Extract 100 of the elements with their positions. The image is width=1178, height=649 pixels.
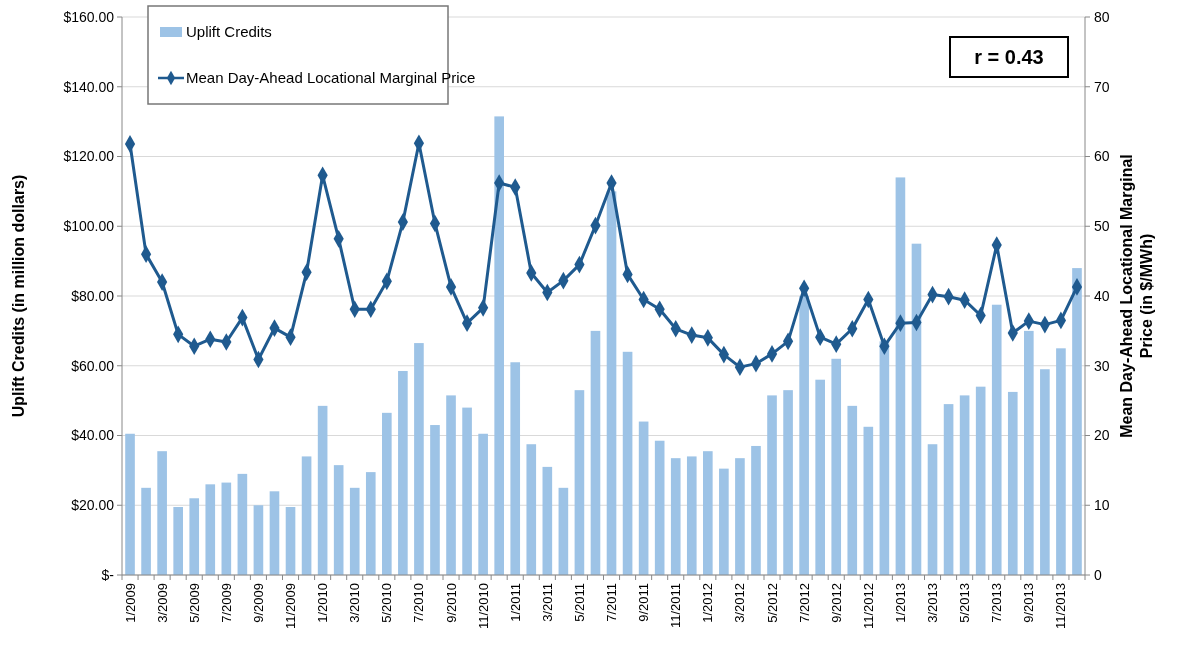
bar <box>141 487 151 575</box>
bar <box>719 468 729 575</box>
y2-tick-label: 20 <box>1094 427 1110 444</box>
x-tick-label: 11/2009 <box>283 583 299 630</box>
bar <box>494 116 504 575</box>
bar <box>1024 330 1034 575</box>
bar <box>317 405 328 575</box>
x-tick-label: 7/2009 <box>218 583 234 623</box>
bar <box>462 407 472 575</box>
bar <box>831 358 842 575</box>
y-tick-label: $140.00 <box>63 78 115 95</box>
x-tick-label: 3/2010 <box>347 583 363 623</box>
bar <box>510 362 521 575</box>
y2-tick-label: 60 <box>1094 148 1110 165</box>
bar <box>1072 268 1082 575</box>
y2-tick-label: 70 <box>1094 78 1110 95</box>
x-tick-label: 9/2010 <box>443 583 459 623</box>
bar <box>221 482 232 575</box>
y-tick-label: $40.00 <box>71 427 115 444</box>
bar <box>927 444 938 575</box>
x-tick-label: 3/2012 <box>732 583 748 623</box>
bar <box>1040 369 1050 575</box>
y-tick-label: $20.00 <box>71 497 115 514</box>
bar <box>526 444 537 575</box>
bar <box>751 445 761 575</box>
bar <box>349 487 360 575</box>
x-tick-label: 11/2012 <box>860 583 876 630</box>
bar <box>943 404 954 575</box>
bar <box>574 390 585 575</box>
bar <box>398 370 408 575</box>
x-tick-label: 1/2010 <box>315 583 331 623</box>
bar <box>269 491 280 575</box>
y-tick-label: $120.00 <box>63 148 115 165</box>
x-tick-label: 7/2010 <box>411 583 427 623</box>
bar <box>959 395 970 575</box>
bar <box>253 505 264 575</box>
x-tick-label: 9/2011 <box>636 583 652 622</box>
y-tick-label: $60.00 <box>71 357 115 374</box>
bar <box>911 243 922 575</box>
x-tick-label: 1/2011 <box>507 583 523 622</box>
x-tick-label: 7/2013 <box>989 583 1005 623</box>
x-tick-label: 5/2009 <box>186 583 202 623</box>
bar <box>991 304 1002 575</box>
bar <box>638 421 649 575</box>
bar <box>895 177 906 575</box>
bar <box>285 506 296 575</box>
x-tick-label: 1/2009 <box>122 583 138 623</box>
x-tick-label: 5/2013 <box>957 583 973 623</box>
x-tick-label: 9/2013 <box>1021 583 1037 623</box>
legend-label: Mean Day-Ahead Locational Marginal Price <box>186 69 476 87</box>
bar <box>686 456 697 575</box>
x-tick-label: 3/2013 <box>925 583 941 623</box>
bar <box>414 343 424 575</box>
bar <box>767 395 777 575</box>
bar <box>125 433 135 575</box>
x-tick-label: 11/2010 <box>475 583 491 630</box>
bar <box>173 506 183 575</box>
bar <box>205 484 216 575</box>
bar <box>333 465 344 575</box>
bar <box>430 425 440 575</box>
x-tick-label: 9/2009 <box>250 583 266 623</box>
x-tick-label: 1/2013 <box>892 583 908 623</box>
y2-tick-label: 50 <box>1094 218 1110 235</box>
bar <box>301 456 312 575</box>
bar <box>606 191 617 575</box>
x-tick-label: 9/2012 <box>828 583 844 623</box>
x-tick-label: 7/2012 <box>796 583 812 623</box>
y2-tick-label: 0 <box>1094 566 1102 583</box>
bar <box>1007 391 1018 575</box>
x-tick-label: 11/2013 <box>1053 583 1069 630</box>
y-tick-label: $80.00 <box>71 287 115 304</box>
annotation: r = 0.43 <box>974 46 1044 68</box>
bar <box>735 458 745 575</box>
bar <box>799 296 809 575</box>
bar <box>558 487 569 575</box>
y2-axis-title: Mean Day-Ahead Locational Marginal Price (in $/MWh) <box>1118 154 1155 438</box>
bar <box>237 473 248 575</box>
bar <box>975 386 986 575</box>
bar <box>703 451 713 575</box>
bar <box>1056 348 1066 575</box>
y-tick-label: $- <box>101 566 115 583</box>
y2-tick-label: 10 <box>1094 497 1110 514</box>
legend-label: Uplift Credits <box>186 23 272 41</box>
bar <box>783 390 793 575</box>
y2-tick-label: 40 <box>1094 287 1110 304</box>
bar <box>542 466 553 575</box>
bar <box>654 440 665 575</box>
bar <box>365 472 376 575</box>
x-tick-label: 5/2011 <box>571 583 587 622</box>
y-axis-title: Uplift Credits (in million dollars) <box>10 174 27 418</box>
bar <box>189 498 200 575</box>
x-tick-label: 5/2012 <box>764 583 780 623</box>
x-tick-label: 7/2011 <box>604 583 620 622</box>
y-tick-label: $160.00 <box>63 8 115 25</box>
x-tick-label: 3/2009 <box>154 583 170 623</box>
bar <box>478 433 488 575</box>
bar <box>157 451 167 575</box>
bar <box>446 395 456 575</box>
bar <box>382 412 392 575</box>
x-tick-label: 3/2011 <box>539 583 555 622</box>
